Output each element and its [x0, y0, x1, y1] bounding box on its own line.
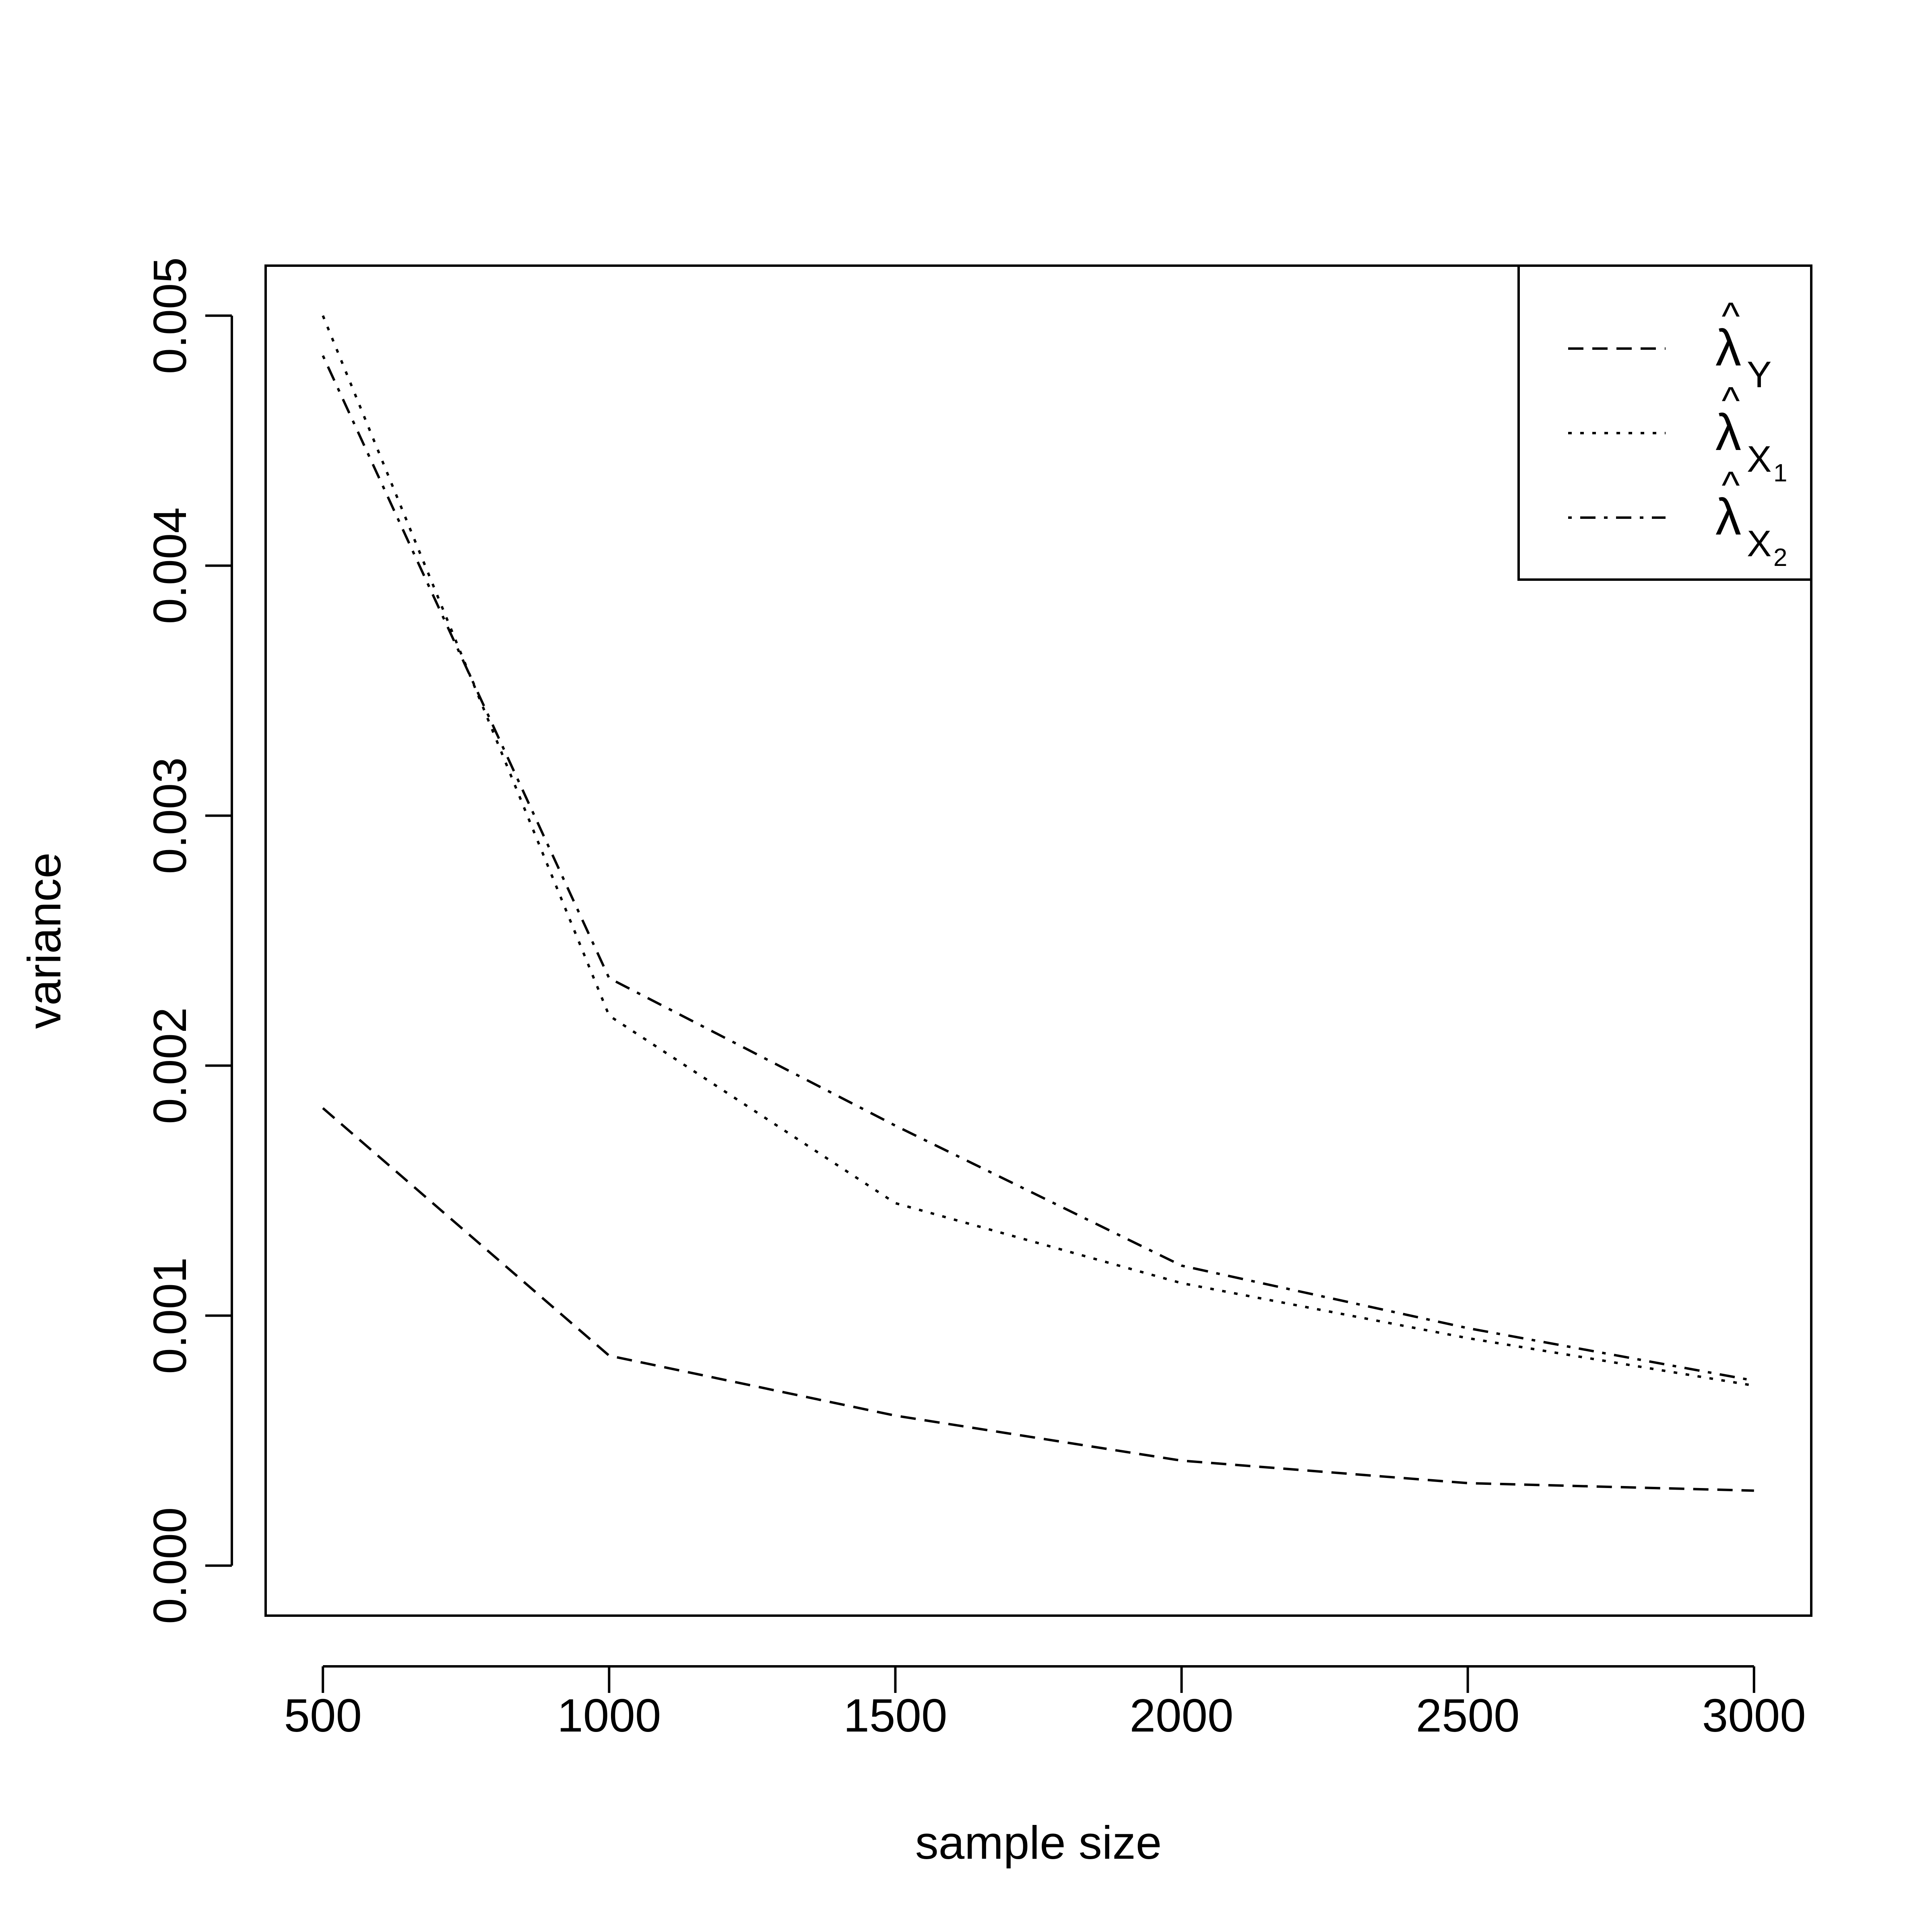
legend-box	[1517, 264, 1812, 581]
x-tick-label: 1500	[843, 1689, 947, 1742]
x-tick-label: 2500	[1416, 1689, 1520, 1742]
y-tick-label: 0.005	[144, 257, 196, 374]
plot-frame	[264, 264, 1812, 1617]
svg-text:X: X	[1747, 439, 1771, 480]
y-tick-label: 0.003	[144, 757, 196, 874]
svg-text:Y: Y	[1747, 354, 1771, 395]
svg-text:^: ^	[1721, 379, 1740, 422]
svg-text:^: ^	[1721, 295, 1740, 338]
x-tick-label: 3000	[1702, 1689, 1806, 1742]
series-layer	[322, 315, 1754, 1492]
legend-label-1: λ^Y	[1715, 295, 1771, 395]
svg-text:2: 2	[1773, 544, 1787, 572]
y-axis-title: variance	[18, 852, 70, 1029]
svg-text:λ: λ	[1715, 404, 1741, 461]
legend-label-3: λ^X 2	[1715, 464, 1787, 572]
x-axis-title: sample size	[915, 1816, 1162, 1869]
series-line-1	[322, 1107, 1754, 1492]
y-tick-label: 0.001	[144, 1257, 196, 1374]
y-tick-label: 0.000	[144, 1507, 196, 1624]
svg-text:1: 1	[1773, 459, 1787, 487]
svg-text:λ: λ	[1715, 488, 1741, 546]
x-tick-label: 2000	[1130, 1689, 1234, 1742]
svg-text:λ: λ	[1715, 319, 1741, 377]
x-tick-label: 500	[284, 1689, 362, 1742]
y-tick-label: 0.002	[144, 1007, 196, 1124]
legend-label-2: λ^X 1	[1715, 379, 1787, 487]
y-axis: 0.000 0.001 0.002 0.003 0.004 0.005	[144, 257, 233, 1624]
x-axis: 500 1000 1500 2000 2500 3000	[284, 1665, 1806, 1742]
series-line-3	[322, 355, 1754, 1382]
x-tick-label: 1000	[557, 1689, 661, 1742]
y-tick-label: 0.004	[144, 507, 196, 624]
svg-text:X: X	[1747, 523, 1771, 564]
svg-text:^: ^	[1721, 464, 1740, 507]
series-line-2	[322, 315, 1754, 1387]
legend: λ^Yλ^X 1λ^X 2	[1517, 264, 1812, 581]
